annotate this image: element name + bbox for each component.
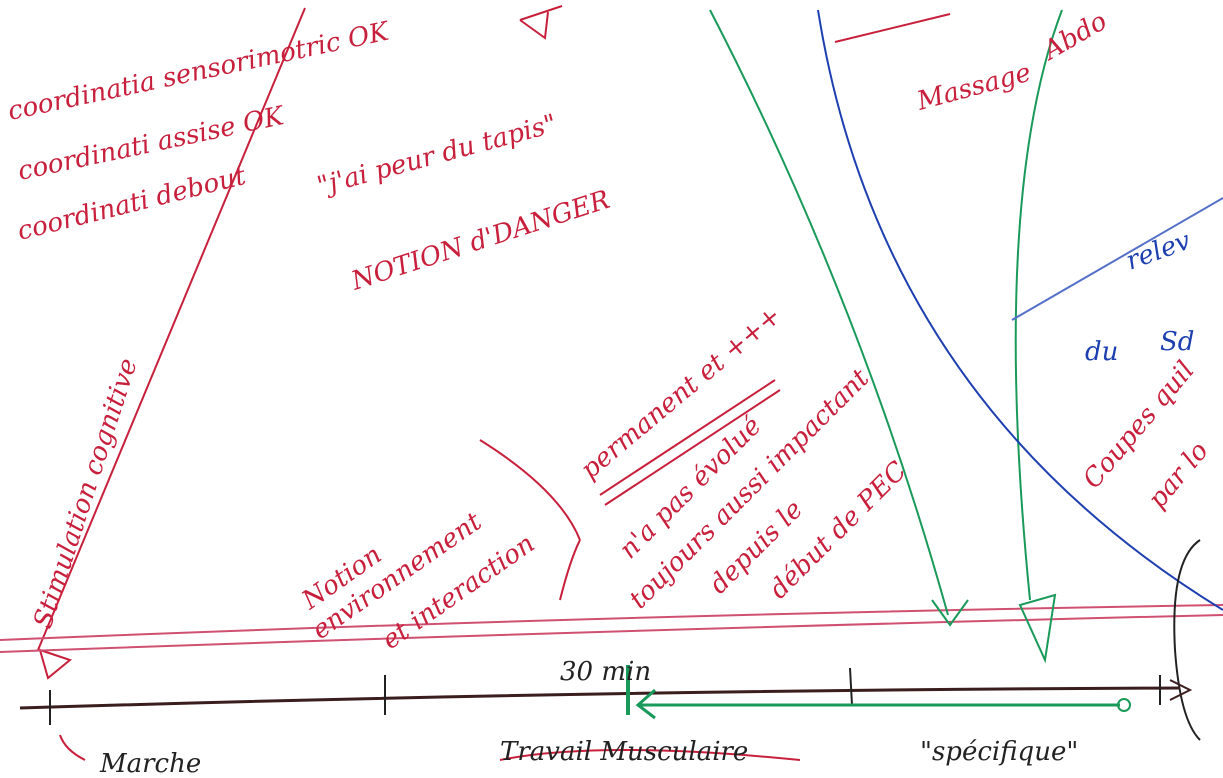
red-line [0, 604, 1223, 641]
duration-label: 30 min [560, 657, 651, 687]
red-stroke [59, 734, 801, 761]
bracket [1173, 539, 1201, 741]
timeline [19, 686, 1181, 710]
phase-label: "spécifique" [920, 737, 1078, 767]
green-arrow [1014, 9, 1063, 601]
green-end [1117, 698, 1131, 712]
green-head [1018, 593, 1057, 664]
red-line [0, 614, 1223, 653]
red-stroke [37, 7, 306, 651]
blue-line [1011, 197, 1223, 321]
timeline-arrow [1169, 679, 1193, 701]
underline [599, 379, 781, 506]
red-stroke [834, 13, 951, 43]
red-brace [559, 539, 581, 601]
drawing [0, 5, 1223, 761]
blue-curve [817, 9, 1223, 611]
phase-label: Travail Musculaire [500, 737, 748, 767]
red-triangle [38, 648, 73, 680]
green-head [635, 688, 656, 720]
red-arrow [519, 5, 563, 40]
note: du [1085, 337, 1118, 367]
phase-label: Marche [99, 749, 201, 778]
red-brace [479, 439, 581, 541]
note: Sd [1160, 327, 1194, 357]
green-head [931, 599, 969, 627]
tick [849, 667, 853, 706]
green-arrow [709, 9, 949, 616]
